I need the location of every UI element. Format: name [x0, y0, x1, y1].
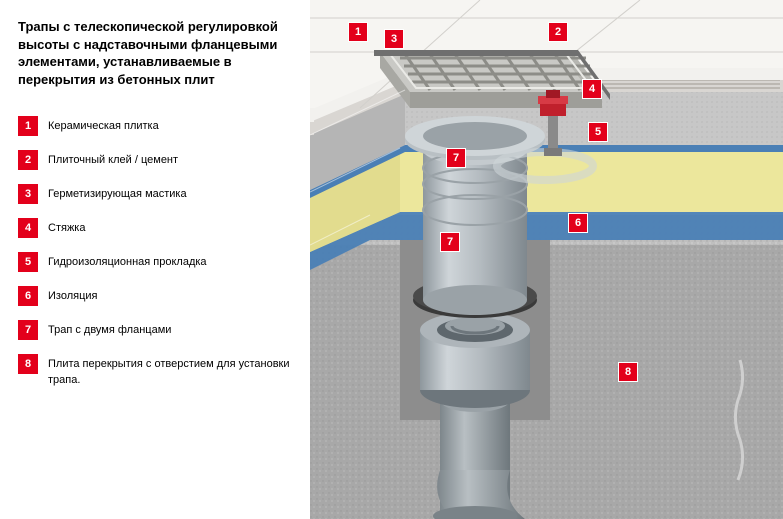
legend-text: Плита перекрытия с отверстием для устано… [48, 354, 298, 388]
legend-item: 1 Керамическая плитка [18, 116, 298, 136]
legend-text: Трап с двумя фланцами [48, 320, 171, 338]
legend-number-box: 2 [18, 150, 38, 170]
legend-text: Керамическая плитка [48, 116, 159, 134]
callout-marker: 4 [582, 79, 602, 99]
callout-marker: 7 [440, 232, 460, 252]
callout-marker: 3 [384, 29, 404, 49]
legend-item: 8 Плита перекрытия с отверстием для устан… [18, 354, 298, 388]
legend-number-box: 4 [18, 218, 38, 238]
callout-marker: 7 [446, 148, 466, 168]
legend-item: 6 Изоляция [18, 286, 298, 306]
legend-item: 2 Плиточный клей / цемент [18, 150, 298, 170]
legend-number-box: 3 [18, 184, 38, 204]
legend-text: Герметизирующая мастика [48, 184, 187, 202]
legend-text: Изоляция [48, 286, 97, 304]
legend-list: 1 Керамическая плитка 2 Плиточный клей / це… [18, 116, 298, 388]
legend-number-box: 8 [18, 354, 38, 374]
legend-number-box: 5 [18, 252, 38, 272]
legend-item: 5 Гидроизоляционная прокладка [18, 252, 298, 272]
legend-text: Стяжка [48, 218, 85, 236]
legend-item: 7 Трап с двумя фланцами [18, 320, 298, 340]
legend-text: Плиточный клей / цемент [48, 150, 178, 168]
legend-text: Гидроизоляционная прокладка [48, 252, 207, 270]
legend-item: 3 Герметизирующая мастика [18, 184, 298, 204]
callout-marker: 2 [548, 22, 568, 42]
callout-marker: 1 [348, 22, 368, 42]
diagram: 13 2 4 5 7 6 7 8 [310, 0, 783, 519]
legend-panel: Трапы с телескопической регулировкой выс… [0, 0, 310, 519]
legend-number-box: 6 [18, 286, 38, 306]
callout-marker: 6 [568, 213, 588, 233]
legend-item: 4 Стяжка [18, 218, 298, 238]
title: Трапы с телескопической регулировкой выс… [18, 18, 298, 88]
callout-marker: 8 [618, 362, 638, 382]
callout-marker: 5 [588, 122, 608, 142]
legend-number-box: 1 [18, 116, 38, 136]
legend-number-box: 7 [18, 320, 38, 340]
